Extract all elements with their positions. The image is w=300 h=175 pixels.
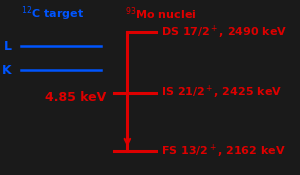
Text: $^{93}$Mo nuclei: $^{93}$Mo nuclei — [125, 5, 196, 22]
Text: K: K — [2, 64, 12, 77]
Text: FS 13/2$^+$, 2162 keV: FS 13/2$^+$, 2162 keV — [161, 143, 286, 160]
Text: $^{12}$C target: $^{12}$C target — [21, 4, 84, 23]
Text: L: L — [4, 40, 12, 53]
Text: DS 17/2$^+$, 2490 keV: DS 17/2$^+$, 2490 keV — [161, 24, 288, 41]
Text: IS 21/2$^+$, 2425 keV: IS 21/2$^+$, 2425 keV — [161, 84, 283, 101]
Text: 4.85 keV: 4.85 keV — [45, 91, 106, 104]
